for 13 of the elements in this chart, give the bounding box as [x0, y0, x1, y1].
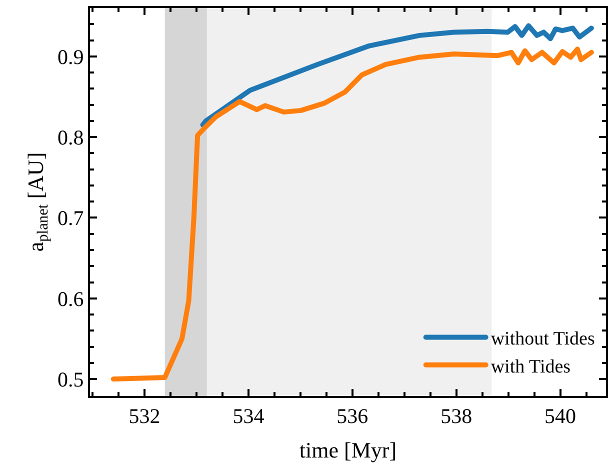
x-tick-label: 534 [232, 404, 265, 428]
y-tick-label: 0.7 [58, 206, 84, 230]
legend-label: without Tides [490, 328, 595, 350]
legend-label: with Tides [490, 356, 571, 378]
x-tick-label: 540 [544, 404, 576, 428]
y-tick-label: 0.5 [58, 367, 84, 392]
x-axis-title: time [Myr] [299, 438, 397, 463]
y-tick-label: 0.8 [58, 125, 84, 150]
y-tick-label: 0.6 [58, 286, 84, 311]
y-tick-label: 0.9 [58, 44, 84, 69]
x-tick-label: 536 [336, 404, 368, 428]
x-tick-label: 538 [440, 404, 472, 428]
x-tick-label: 532 [128, 404, 160, 428]
